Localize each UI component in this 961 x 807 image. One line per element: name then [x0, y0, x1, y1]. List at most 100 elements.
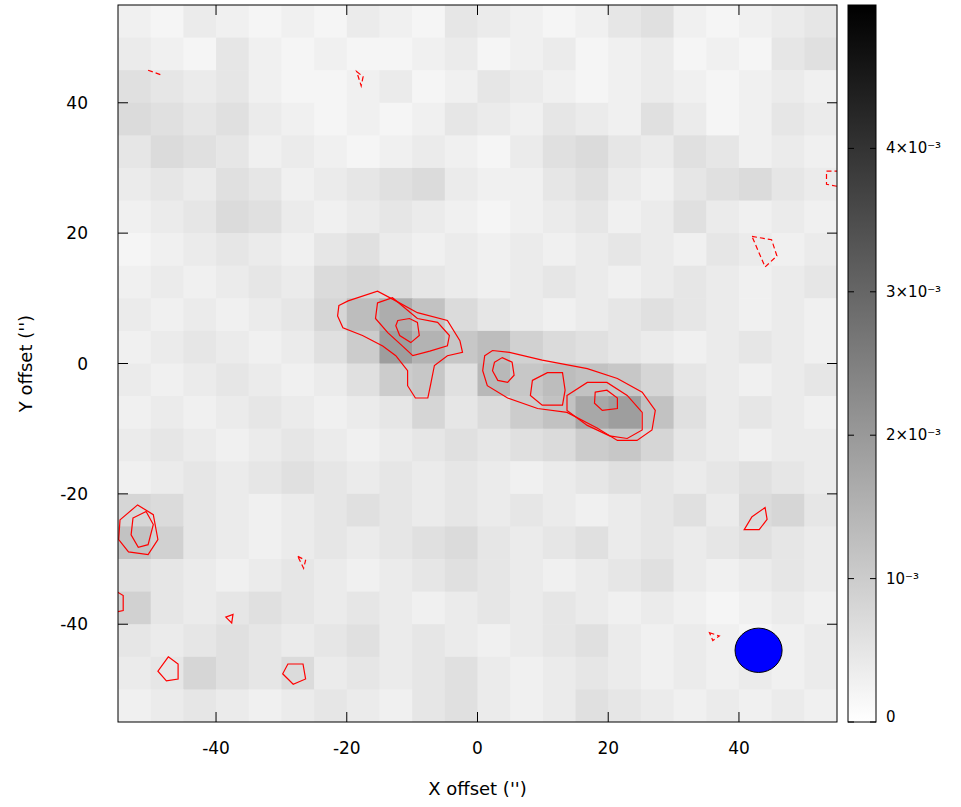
frame: [118, 5, 837, 722]
x-tick: [216, 5, 217, 15]
cell: [543, 298, 576, 331]
cell: [249, 494, 282, 527]
cell: [608, 298, 641, 331]
cell: [772, 103, 805, 136]
cell: [314, 233, 347, 266]
cell: [510, 135, 543, 168]
cell: [216, 689, 249, 722]
cell: [347, 461, 380, 494]
cell: [772, 201, 805, 234]
cell: [674, 364, 707, 397]
cell: [216, 266, 249, 299]
cell: [118, 201, 151, 234]
cell: [804, 168, 837, 201]
cell: [478, 494, 511, 527]
cell: [151, 494, 184, 527]
cell: [510, 168, 543, 201]
cell: [379, 233, 412, 266]
cell: [510, 624, 543, 657]
cell: [183, 70, 216, 103]
cell: [183, 592, 216, 625]
cell: [183, 657, 216, 690]
cell: [510, 5, 543, 38]
cell: [804, 559, 837, 592]
cell: [183, 559, 216, 592]
cell: [379, 396, 412, 429]
cell: [347, 592, 380, 625]
cell: [608, 70, 641, 103]
cell: [576, 266, 609, 299]
cell: [314, 396, 347, 429]
cell: [576, 461, 609, 494]
cell: [510, 70, 543, 103]
colorbar-tick: [870, 435, 876, 436]
cell: [249, 298, 282, 331]
cell: [804, 494, 837, 527]
cell: [347, 5, 380, 38]
cell: [478, 70, 511, 103]
cell: [445, 103, 478, 136]
cell: [281, 364, 314, 397]
cell: [412, 624, 445, 657]
cell: [347, 168, 380, 201]
cell: [706, 5, 739, 38]
contour: [752, 236, 777, 267]
cell: [347, 396, 380, 429]
cell: [608, 689, 641, 722]
cell: [281, 233, 314, 266]
cell: [706, 70, 739, 103]
cell: [804, 266, 837, 299]
contour: [338, 291, 463, 398]
cell: [151, 364, 184, 397]
cell: [249, 657, 282, 690]
cell: [674, 689, 707, 722]
cell: [249, 38, 282, 71]
contour: [226, 614, 233, 623]
cell: [379, 592, 412, 625]
cell: [641, 70, 674, 103]
cell: [608, 331, 641, 364]
cell: [379, 103, 412, 136]
cell: [347, 526, 380, 559]
cell: [445, 689, 478, 722]
y-axis-title: Y offset (''): [15, 315, 36, 413]
cell: [183, 396, 216, 429]
cell: [118, 559, 151, 592]
cell: [674, 526, 707, 559]
cell: [706, 624, 739, 657]
cell: [281, 70, 314, 103]
cell: [151, 429, 184, 462]
cell: [804, 38, 837, 71]
cell: [281, 559, 314, 592]
cell: [706, 135, 739, 168]
cell: [674, 331, 707, 364]
x-tick: [346, 5, 347, 15]
cell: [804, 233, 837, 266]
cell: [478, 526, 511, 559]
cell: [608, 233, 641, 266]
cell: [314, 103, 347, 136]
cell: [641, 331, 674, 364]
cell: [445, 5, 478, 38]
cell: [706, 103, 739, 136]
cell: [412, 657, 445, 690]
cell: [151, 624, 184, 657]
cell: [445, 168, 478, 201]
cell: [445, 461, 478, 494]
cell: [412, 396, 445, 429]
contour: [595, 390, 618, 410]
colorbar-tick-label: 10⁻³: [886, 570, 919, 588]
cell: [510, 429, 543, 462]
cell: [641, 559, 674, 592]
cell: [118, 624, 151, 657]
cell: [412, 429, 445, 462]
cell: [576, 298, 609, 331]
cell: [445, 135, 478, 168]
colorbar-tick: [870, 722, 876, 723]
cell: [641, 461, 674, 494]
contour: [118, 588, 123, 613]
cell: [674, 201, 707, 234]
cell: [772, 233, 805, 266]
cell: [739, 364, 772, 397]
cell: [706, 38, 739, 71]
